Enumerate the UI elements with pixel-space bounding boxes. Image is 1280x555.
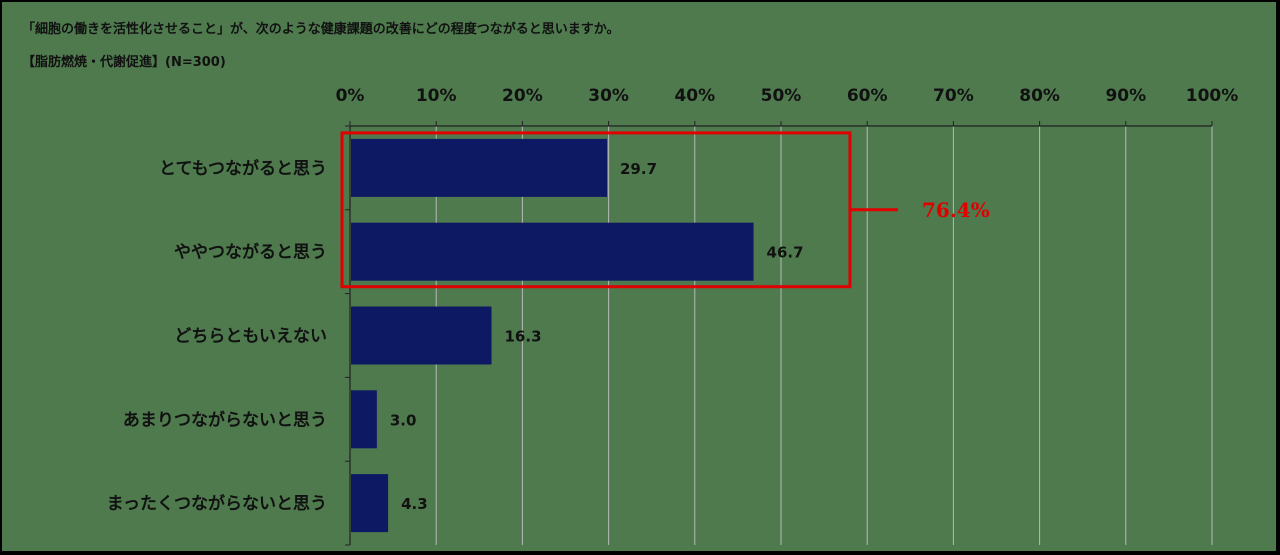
x-tick-label: 40%	[674, 86, 715, 106]
x-tick-label: 10%	[416, 86, 457, 106]
category-label: あまりつながらないと思う	[123, 409, 327, 430]
x-tick-label: 30%	[588, 86, 629, 106]
x-tick-label: 100%	[1186, 86, 1239, 106]
chart-title: 「細胞の働きを活性化させること」が、次のような健康課題の改善にどの程度つながると…	[22, 22, 620, 37]
data-label: 3.0	[390, 411, 417, 429]
data-label: 4.3	[401, 495, 428, 513]
category-label: とてもつながると思う	[159, 158, 327, 179]
bar	[351, 474, 389, 533]
category-label: ややつながると思う	[174, 242, 327, 263]
bar	[351, 138, 608, 197]
bar	[351, 222, 754, 281]
x-tick-label: 80%	[1019, 86, 1060, 106]
data-label: 16.3	[505, 328, 542, 346]
x-tick-label: 70%	[933, 86, 974, 106]
chart-subtitle: 【脂肪燃焼・代謝促進】(N=300)	[22, 55, 226, 70]
x-tick-label: 0%	[336, 86, 365, 106]
bar	[351, 306, 492, 365]
bar	[351, 390, 377, 449]
category-label: まったくつながらないと思う	[107, 493, 327, 514]
data-label: 46.7	[767, 244, 804, 262]
category-label: どちらともいえない	[174, 327, 327, 347]
x-tick-label: 90%	[1105, 86, 1146, 106]
x-tick-label: 60%	[847, 86, 888, 106]
highlight-box	[340, 131, 852, 289]
data-label: 29.7	[620, 160, 657, 178]
x-tick-label: 20%	[502, 86, 543, 106]
annotation-label: 76.4%	[922, 198, 990, 222]
x-tick-label: 50%	[761, 86, 802, 106]
